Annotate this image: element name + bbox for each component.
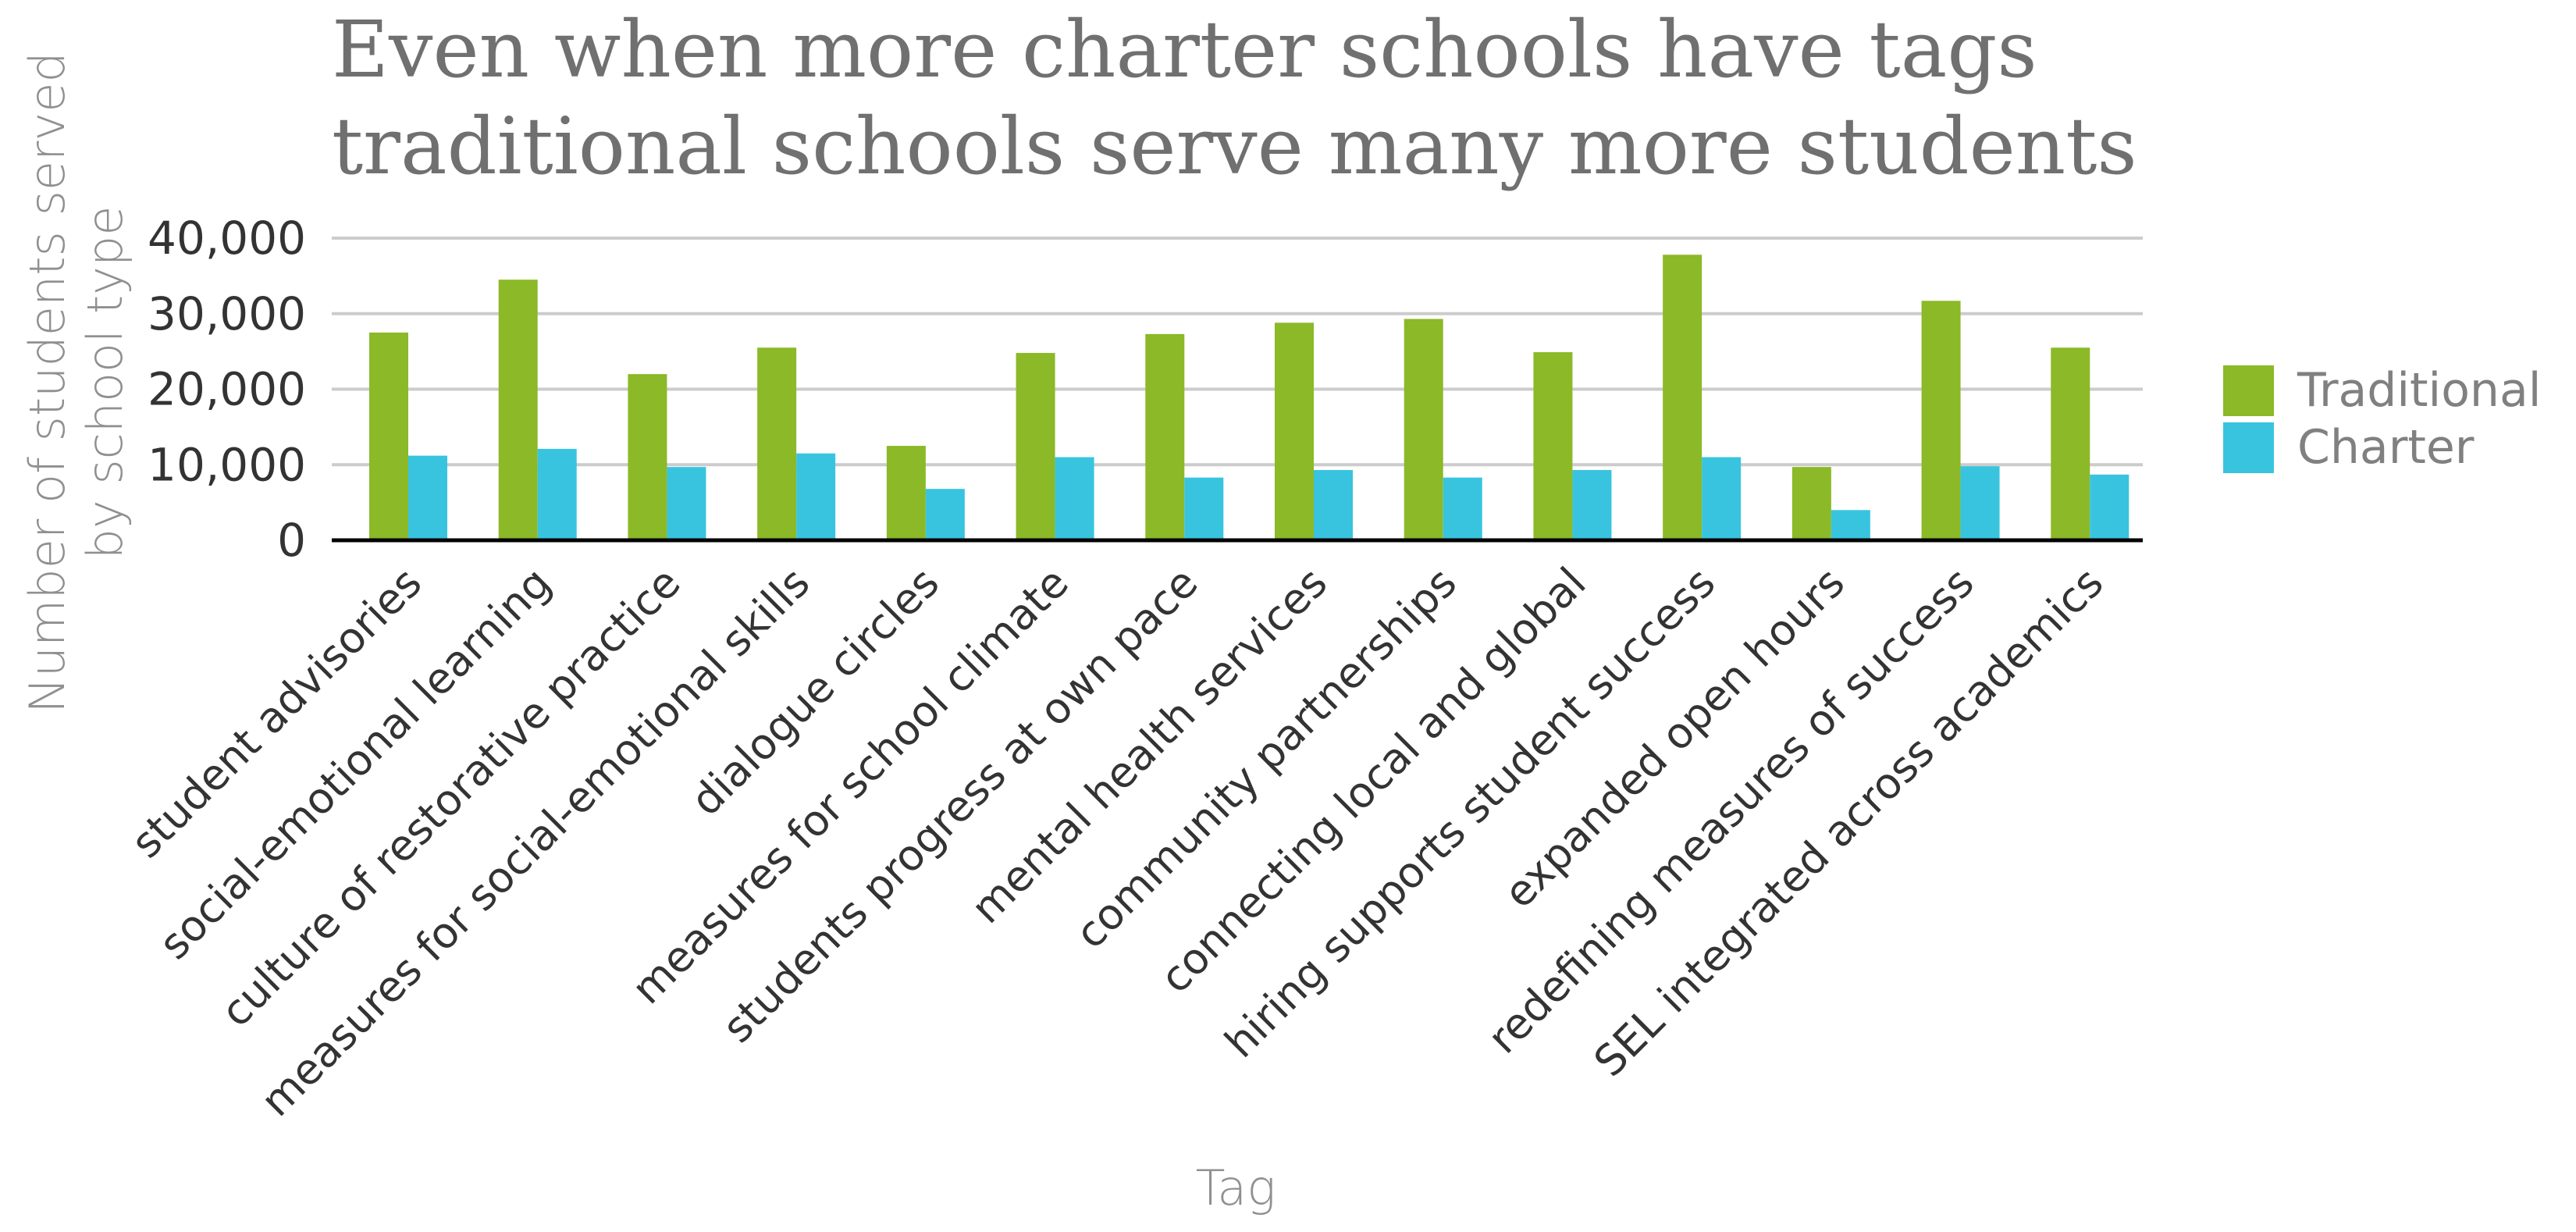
chart-title-line-2: traditional schools serve many more stud… — [332, 101, 2137, 192]
bar-charter-1 — [408, 455, 447, 540]
bar-traditional-6 — [1016, 353, 1055, 540]
chart-title: Even when more charter schools have tags… — [332, 4, 2137, 192]
chart-title-line-1: Even when more charter schools have tags — [332, 4, 2037, 95]
bar-charter-12 — [1831, 510, 1870, 540]
bar-charter-11 — [1702, 457, 1742, 540]
bar-traditional-11 — [1663, 255, 1703, 540]
bar-charter-10 — [1572, 470, 1612, 540]
y-tick-label: 30,000 — [148, 287, 306, 340]
bar-charter-14 — [2090, 474, 2129, 540]
bar-traditional-4 — [757, 347, 797, 540]
x-tick-label: students progress at own pace — [713, 558, 1207, 1052]
bar-traditional-14 — [2051, 347, 2090, 540]
legend-swatch-traditional — [2223, 365, 2274, 416]
bar-charter-6 — [1055, 457, 1094, 540]
bar-traditional-3 — [628, 374, 667, 540]
bar-charter-7 — [1184, 477, 1224, 540]
bar-traditional-12 — [1791, 467, 1831, 540]
bars — [369, 255, 2129, 540]
bar-charter-2 — [537, 448, 577, 540]
x-tick-label: culture of restorative practice — [212, 558, 690, 1037]
y-axis-title-line-2: by school type — [76, 206, 133, 560]
bar-traditional-10 — [1533, 352, 1573, 540]
bar-charter-3 — [667, 467, 706, 540]
bar-traditional-1 — [369, 332, 408, 540]
legend-swatch-charter — [2223, 422, 2274, 473]
bar-charter-9 — [1443, 477, 1482, 540]
bar-charter-13 — [1960, 466, 2000, 540]
y-tick-label: 20,000 — [148, 363, 306, 416]
bar-traditional-5 — [886, 446, 926, 540]
bar-traditional-9 — [1404, 319, 1443, 540]
legend-label-traditional: Traditional — [2297, 363, 2541, 418]
y-tick-label: 10,000 — [148, 438, 306, 491]
bar-charter-4 — [796, 453, 836, 540]
y-tick-label: 40,000 — [148, 212, 306, 265]
x-axis-title: Tag — [1196, 1159, 1276, 1216]
legend-label-charter: Charter — [2297, 420, 2475, 475]
y-tick-label: 0 — [277, 514, 306, 567]
bar-charter-8 — [1314, 470, 1353, 540]
y-axis-title: Number of students served by school type — [19, 52, 133, 713]
y-axis-ticks: 0 10,000 20,000 30,000 40,000 — [148, 212, 306, 567]
y-axis-title-line-1: Number of students served — [19, 52, 76, 713]
bar-traditional-8 — [1275, 322, 1314, 540]
bar-charter-5 — [925, 489, 965, 540]
bar-traditional-7 — [1145, 333, 1185, 540]
bar-traditional-13 — [1921, 301, 1961, 540]
bar-traditional-2 — [498, 280, 538, 540]
gridlines — [332, 237, 2143, 467]
